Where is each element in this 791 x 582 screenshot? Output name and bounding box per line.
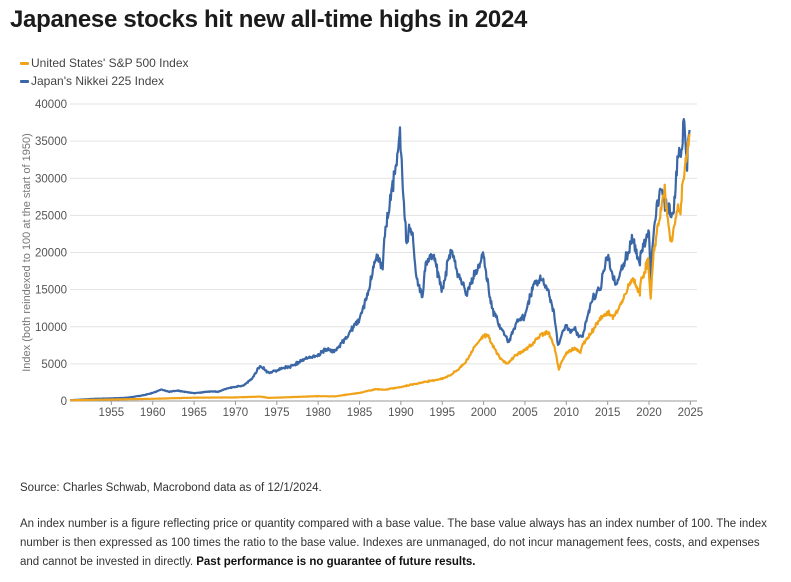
footnote-disclaimer: Past performance is no guarantee of futu… — [196, 556, 476, 568]
x-tick-label: 1975 — [264, 407, 290, 419]
y-tick-label: 25000 — [35, 210, 67, 222]
x-tick-label: 1970 — [223, 407, 249, 419]
y-tick-label: 10000 — [35, 322, 67, 334]
x-tick-label: 2015 — [595, 407, 621, 419]
line-chart: 0 5000 10000 15000 20000 25000 30000 35000 40000… — [21, 99, 704, 419]
x-tick-label: 1960 — [140, 407, 166, 419]
source-note: Source: Charles Schwab, Macrobond data a… — [20, 482, 322, 494]
y-tick-label: 40000 — [35, 99, 67, 111]
x-tick-label: 1980 — [305, 407, 331, 419]
legend-label-sp500: United States' S&P 500 Index — [31, 56, 189, 70]
x-tick-label: 2025 — [678, 407, 704, 419]
legend-item-sp500: United States' S&P 500 Index — [20, 54, 189, 72]
chart-legend: United States' S&P 500 Index Japan's Nik… — [20, 54, 189, 90]
y-tick-label: 5000 — [41, 359, 67, 371]
legend-item-nikkei: Japan's Nikkei 225 Index — [20, 72, 189, 90]
footnote-text: An index number is a figure reflecting p… — [20, 518, 767, 568]
footnote: An index number is a figure reflecting p… — [20, 515, 780, 572]
x-tick-label: 2005 — [512, 407, 538, 419]
x-tick-label: 2000 — [471, 407, 497, 419]
x-tick-label: 1995 — [429, 407, 455, 419]
chart-title: Japanese stocks hit new all-time highs i… — [10, 6, 528, 33]
nikkei-line — [69, 118, 691, 402]
y-tick-label: 20000 — [35, 248, 67, 260]
legend-swatch-sp500 — [20, 61, 29, 65]
legend-swatch-nikkei — [20, 79, 29, 83]
legend-label-nikkei: Japan's Nikkei 225 Index — [31, 74, 165, 88]
y-tick-label: 0 — [61, 396, 67, 408]
y-tick-label: 15000 — [35, 285, 67, 297]
x-tick-label: 1965 — [181, 407, 207, 419]
sp500-line — [69, 133, 691, 402]
x-tick-label: 1955 — [99, 407, 125, 419]
x-tick-label: 2020 — [636, 407, 662, 419]
y-axis-label: Index (both reindexed to 100 at the star… — [21, 133, 33, 372]
y-tick-label: 30000 — [35, 173, 67, 185]
y-tick-label: 35000 — [35, 136, 67, 148]
x-tick-label: 1985 — [347, 407, 373, 419]
x-tick-label: 1990 — [388, 407, 414, 419]
x-tick-label: 2010 — [554, 407, 580, 419]
